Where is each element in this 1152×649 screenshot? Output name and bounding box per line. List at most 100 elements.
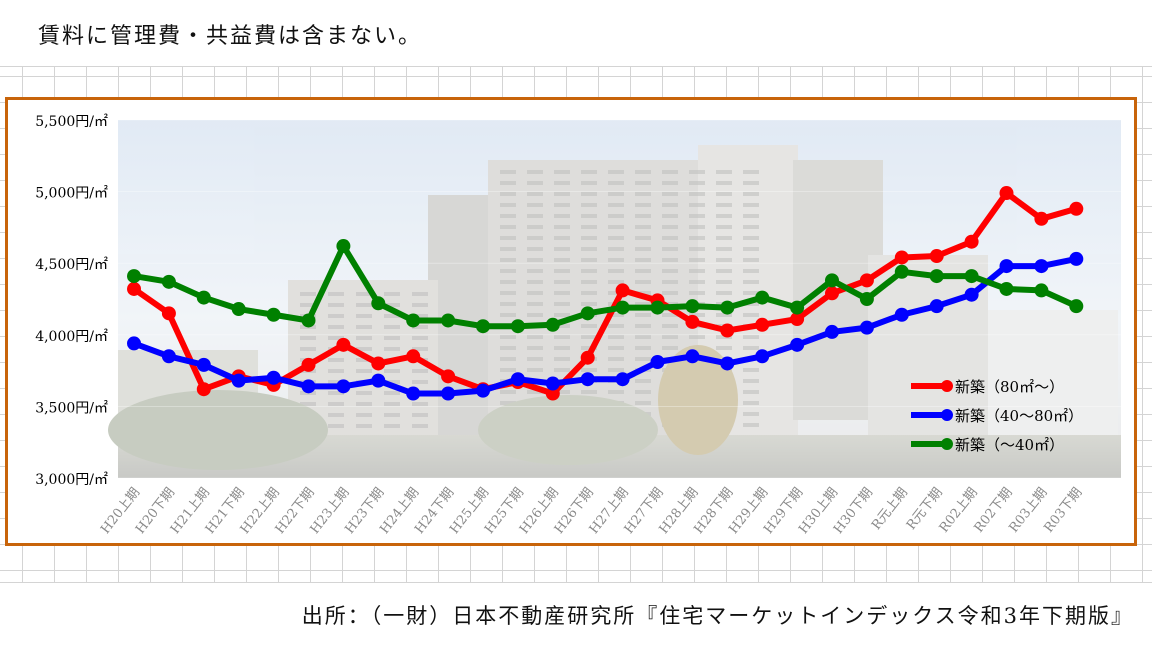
data-point xyxy=(371,296,386,311)
data-point xyxy=(196,382,211,397)
data-point xyxy=(999,259,1014,274)
series-3 xyxy=(127,239,1084,334)
grid-lines xyxy=(118,119,1121,479)
data-point xyxy=(441,386,456,401)
data-point xyxy=(336,337,351,352)
y-tick-label: 4,500円/㎡ xyxy=(35,257,108,273)
data-point xyxy=(894,250,909,265)
data-point xyxy=(476,383,490,398)
data-point xyxy=(825,324,839,339)
data-point xyxy=(1069,201,1084,216)
data-point xyxy=(790,337,805,352)
data-point xyxy=(406,349,421,364)
data-point xyxy=(720,356,735,371)
data-point xyxy=(510,319,525,334)
data-point xyxy=(127,281,141,296)
data-point xyxy=(859,273,874,288)
data-point xyxy=(859,292,874,306)
data-point xyxy=(336,379,351,394)
data-point xyxy=(755,349,770,364)
data-point xyxy=(371,356,386,371)
series-2 xyxy=(127,251,1084,401)
data-point xyxy=(859,320,874,335)
data-point xyxy=(615,372,630,387)
data-point xyxy=(161,274,176,289)
footer-band xyxy=(0,582,1152,649)
data-point xyxy=(441,313,456,328)
y-tick-label: 5,000円/㎡ xyxy=(35,186,108,202)
data-point xyxy=(441,369,456,384)
data-point xyxy=(929,249,944,264)
data-point xyxy=(301,357,316,372)
data-point xyxy=(755,317,770,332)
x-axis: H20上期H20下期H21上期H21下期H22上期H22下期H23上期H23下期… xyxy=(98,485,1085,537)
data-point xyxy=(790,300,805,315)
data-point xyxy=(301,313,316,328)
data-point xyxy=(266,307,281,322)
legend-label: 新築（40～80㎡） xyxy=(955,407,1083,425)
data-point xyxy=(336,239,351,254)
data-point xyxy=(720,323,735,338)
data-point xyxy=(720,300,735,315)
data-point xyxy=(580,306,595,321)
data-point xyxy=(545,386,560,401)
y-tick-label: 3,000円/㎡ xyxy=(35,472,108,488)
data-point xyxy=(196,357,211,372)
data-point xyxy=(231,302,246,317)
data-point xyxy=(615,300,630,315)
data-point xyxy=(266,370,281,385)
data-point xyxy=(1069,251,1084,266)
data-point xyxy=(650,300,665,315)
chart-frame[interactable]: 3,000円/㎡ 3,500円/㎡ 4,000円/㎡ 4,500円/㎡ 5,000円/㎡… xyxy=(5,97,1137,623)
data-point xyxy=(127,269,141,284)
data-point xyxy=(476,319,490,334)
series-line xyxy=(131,255,1080,397)
legend-label: 新築（～40㎡） xyxy=(955,436,1064,454)
data-point xyxy=(580,372,595,387)
y-tick-label: 4,000円/㎡ xyxy=(35,329,108,345)
data-point xyxy=(1034,283,1049,298)
data-point xyxy=(929,299,944,314)
header-band xyxy=(0,0,1152,67)
line-chart: 3,000円/㎡ 3,500円/㎡ 4,000円/㎡ 4,500円/㎡ 5,000円/㎡… xyxy=(35,114,1121,537)
data-point xyxy=(964,287,979,302)
y-axis: 3,000円/㎡ 3,500円/㎡ 4,000円/㎡ 4,500円/㎡ 5,000円/㎡… xyxy=(35,114,108,488)
legend-marker xyxy=(941,438,953,450)
legend-label: 新築（80㎡～） xyxy=(955,378,1064,396)
header-note: 賃料に管理費・共益費は含まない。 xyxy=(38,24,423,49)
data-point xyxy=(894,307,909,322)
data-point xyxy=(1034,211,1049,226)
y-tick-label: 5,500円/㎡ xyxy=(35,114,108,130)
data-point xyxy=(406,386,421,401)
y-tick-label: 3,500円/㎡ xyxy=(35,400,108,416)
data-point xyxy=(545,376,560,391)
data-point xyxy=(825,286,839,301)
data-point xyxy=(894,264,909,279)
data-point xyxy=(929,269,944,284)
data-point xyxy=(1034,259,1049,274)
data-point xyxy=(999,281,1014,296)
x-tick-label: R元上期 xyxy=(869,485,911,533)
data-point xyxy=(685,349,700,364)
legend-marker xyxy=(941,409,953,421)
source-note: 出所：（一財）日本不動産研究所『住宅マーケットインデックス令和3年下期版』 xyxy=(301,604,1134,628)
data-point xyxy=(196,290,211,305)
data-point xyxy=(825,273,839,288)
data-point xyxy=(406,313,421,328)
legend-marker xyxy=(941,380,953,392)
series-line xyxy=(131,190,1080,397)
data-point xyxy=(161,306,176,321)
data-point xyxy=(301,379,316,394)
data-point xyxy=(755,290,770,305)
data-point xyxy=(615,283,630,298)
series-group xyxy=(127,186,1084,401)
legend: 新築（80㎡～） 新築（40～80㎡） 新築（～40㎡） xyxy=(911,378,1083,454)
series-line xyxy=(131,243,1080,330)
data-point xyxy=(127,336,141,351)
data-point xyxy=(161,349,176,364)
data-point xyxy=(231,373,246,388)
data-point xyxy=(964,234,979,249)
data-point xyxy=(580,350,595,365)
data-point xyxy=(790,312,805,327)
data-point xyxy=(650,355,665,370)
